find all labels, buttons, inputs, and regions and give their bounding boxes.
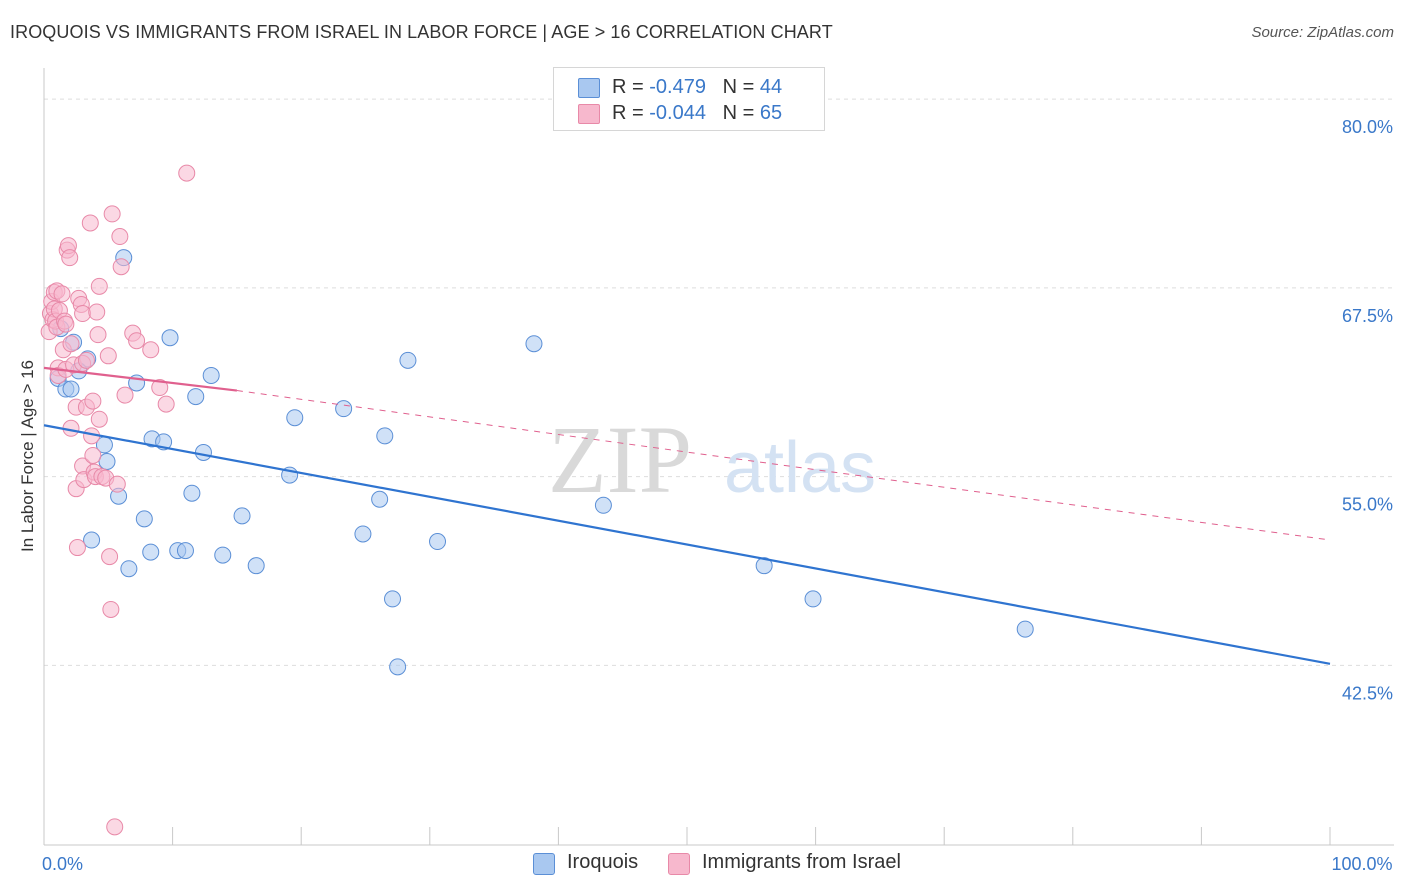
iroquois-point [804, 590, 822, 608]
grid-lines [44, 98, 1394, 666]
x-tick-label: 100.0% [1331, 854, 1392, 874]
data-points [40, 164, 1034, 836]
tick-labels: 42.5% 55.0% 67.5% 80.0% 0.0% 100.0% [42, 117, 1393, 874]
legend-r-label: R = [612, 76, 650, 98]
iroquois-point [161, 329, 179, 347]
y-tick-label: 42.5% [1342, 683, 1393, 703]
israel-point [178, 164, 196, 182]
watermark: ZIP atlas [548, 406, 876, 513]
israel-point [106, 818, 124, 836]
israel-point [116, 386, 134, 404]
iroquois-point [376, 427, 394, 445]
iroquois-point [176, 542, 194, 560]
iroquois-point [120, 560, 138, 578]
y-tick-label: 55.0% [1342, 495, 1393, 515]
y-tick-label: 67.5% [1342, 306, 1393, 326]
legend-n-value: 65 [759, 102, 783, 124]
iroquois-point [214, 546, 232, 564]
iroquois-point [233, 507, 251, 525]
legend-swatch-israel [578, 104, 600, 124]
iroquois-point [247, 557, 265, 575]
legend-n-label: N = [722, 102, 760, 124]
israel-point [61, 249, 79, 267]
israel-point [111, 228, 129, 246]
iroquois-point [755, 557, 773, 575]
iroquois-point [62, 380, 80, 398]
iroquois-trend-line [43, 424, 1331, 665]
iroquois-point [286, 409, 304, 427]
israel-point [84, 446, 102, 464]
series-legend-label: Iroquois [567, 851, 639, 873]
iroquois-point [371, 490, 389, 508]
chart-title: IROQUOIS VS IMMIGRANTS FROM ISRAEL IN LA… [10, 22, 833, 42]
israel-point [103, 205, 121, 223]
israel-point [81, 214, 99, 232]
iroquois-point [98, 453, 116, 470]
israel-point [151, 379, 169, 397]
israel-point [102, 600, 120, 618]
israel-point [90, 277, 108, 295]
israel-point [77, 351, 95, 369]
legend-r-value: -0.479 [649, 76, 706, 98]
iroquois-point [135, 510, 153, 528]
israel-point [99, 347, 117, 365]
israel-trend-line [43, 366, 238, 392]
israel-point [88, 303, 106, 321]
iroquois-point [384, 590, 402, 608]
israel-point [89, 326, 107, 344]
israel-point [74, 305, 92, 323]
legend-r-value: -0.044 [649, 102, 706, 124]
x-tick-label: 0.0% [42, 854, 83, 874]
y-axis-label: In Labor Force | Age > 16 [18, 359, 37, 553]
iroquois-point [83, 531, 101, 549]
iroquois-point [525, 335, 543, 353]
source-label: Source: ZipAtlas.com [1251, 24, 1394, 41]
israel-point [62, 335, 80, 353]
israel-point [53, 285, 71, 303]
israel-trend-line [236, 390, 1331, 541]
iroquois-point [194, 443, 212, 461]
watermark-zip: ZIP [548, 406, 692, 513]
israel-point [68, 539, 86, 557]
iroquois-point [202, 366, 220, 384]
iroquois-point [187, 388, 205, 406]
y-tick-label: 80.0% [1342, 117, 1393, 137]
iroquois-point [354, 525, 372, 543]
israel-point [112, 258, 130, 276]
israel-point [84, 392, 102, 410]
legend-r-label: R = [612, 102, 650, 124]
iroquois-point [399, 351, 417, 369]
iroquois-point [389, 658, 407, 676]
israel-point [101, 548, 119, 566]
legend-swatch-iroquois [578, 78, 600, 98]
israel-point [108, 475, 126, 493]
series-legend-label: Immigrants from Israel [702, 851, 901, 873]
legend-swatch-israel [668, 853, 690, 875]
israel-point [90, 410, 108, 428]
israel-point [128, 332, 146, 350]
iroquois-point [429, 533, 447, 551]
iroquois-point [183, 484, 201, 502]
iroquois-point [594, 496, 612, 514]
legend-n-value: 44 [759, 76, 783, 98]
israel-point [157, 395, 175, 413]
legend-swatch-iroquois [533, 853, 555, 875]
iroquois-point [142, 543, 160, 561]
iroquois-point [335, 400, 353, 418]
iroquois-point [1016, 620, 1034, 638]
axes [43, 68, 1394, 846]
israel-point [57, 315, 75, 333]
legend-n-label: N = [722, 76, 760, 98]
israel-point [142, 341, 160, 359]
trend-lines [43, 366, 1331, 665]
correlation-legend: R = -0.479 N = 44 R = -0.044 N = 65 [553, 67, 825, 131]
